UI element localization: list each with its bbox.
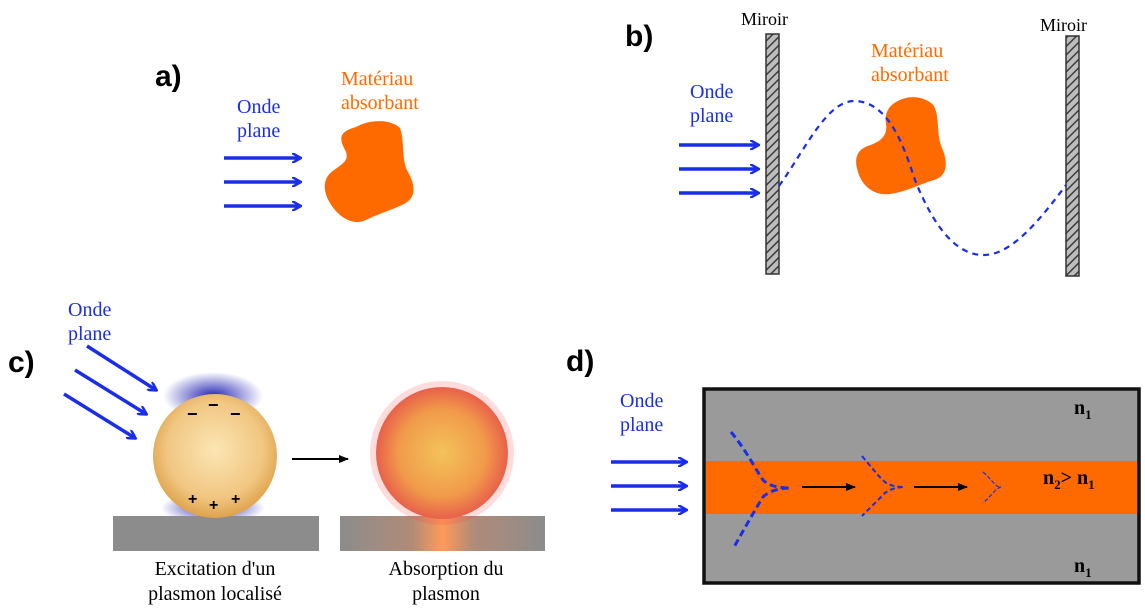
n2-label: n2> n1 [1043,467,1095,492]
n2-symbol: n [1043,467,1054,489]
panel-b-absorbing-material [856,97,946,195]
gold-nanoparticle [153,394,277,518]
mirror-right-label: Miroir [1040,15,1087,35]
cavity-standing-wave [778,99,1067,257]
caption-left-line1: Excitation d'un [155,558,276,580]
substrate-right [340,516,545,551]
heated-nanoparticle [376,387,508,519]
panel-d-wave-label-line2: plane [620,414,663,436]
plus-charge-3: + [231,491,240,508]
panel-c-wave-label-line1: Onde [68,299,111,321]
n2-compare-subscript: 1 [1088,477,1095,492]
n1-bottom-label: n1 [1074,555,1092,580]
guided-mode-profile-3 [982,471,1002,504]
panel-b-wave-label-line1: Onde [690,81,733,103]
mirror-right [1065,35,1080,277]
mirror-left-label: Miroir [741,9,788,29]
plus-charge-2: + [209,497,218,514]
panel-a-label: a) [155,60,182,93]
panel-a-material-label-line2: absorbant [341,92,419,114]
minus-charge-2: − [208,395,219,415]
panel-c-arrow-2 [74,368,146,414]
panel-a: a) Onde plane Matériau absorbant [155,60,419,223]
panel-d-wave-label-line1: Onde [620,390,663,412]
panel-c: c) Onde plane − − − + + + Excitation d'u… [8,299,545,605]
panel-b-material-label-line2: absorbant [871,64,949,86]
guided-mode-profile-2 [861,455,905,517]
n2-greater-than-n1: > n [1061,467,1089,489]
minus-charge-1: − [187,404,198,424]
panel-d-label: d) [566,345,594,378]
panel-b-wave-label-line2: plane [690,105,733,127]
panel-c-wave-label-line2: plane [68,323,111,345]
n1-top-subscript: 1 [1085,407,1092,422]
n1-top-symbol: n [1074,397,1085,419]
n1-bottom-subscript: 1 [1085,565,1092,580]
panel-d-wave-arrows [611,462,686,510]
guided-mode-profile-1 [729,431,791,548]
substrate-left [113,516,319,551]
panel-c-arrow-1 [86,344,156,390]
caption-left-line2: plasmon localisé [148,583,282,605]
panel-a-absorbing-material [324,121,414,223]
panel-a-wave-arrows [224,158,300,206]
panel-a-wave-label-line1: Onde [237,96,280,118]
caption-right-line2: plasmon [412,583,480,605]
minus-charge-3: − [230,404,241,424]
panel-b: b) Miroir Miroir Onde plane Matériau abs… [625,9,1087,277]
panel-b-label: b) [625,20,653,53]
n1-top-label: n1 [1074,397,1092,422]
mirror-left [765,33,780,275]
n2-subscript: 2 [1054,477,1061,492]
panel-b-wave-arrows [679,145,758,193]
plus-charge-1: + [188,491,197,508]
panel-a-wave-label-line2: plane [237,120,280,142]
panel-c-label: c) [8,346,35,379]
panel-c-wave-arrows [63,344,156,438]
panel-b-material-label-line1: Matériau [871,40,943,62]
panel-d: d) Onde plane n1 n2> n1 n1 [566,345,1141,585]
caption-right-line1: Absorption du [389,558,504,580]
panel-a-material-label-line1: Matériau [341,68,413,90]
panel-c-arrow-3 [63,392,135,438]
n1-bottom-symbol: n [1074,555,1085,577]
